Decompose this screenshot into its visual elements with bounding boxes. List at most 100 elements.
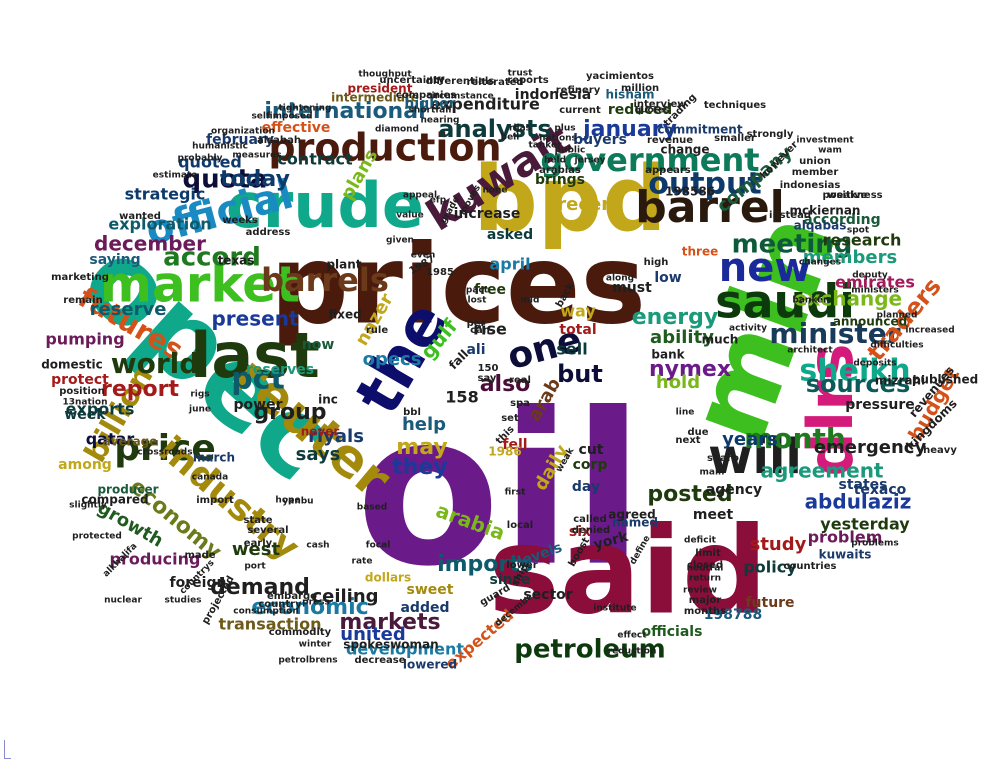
word-1986: 1986 <box>488 445 521 459</box>
word-commitment: commitment <box>657 123 742 137</box>
word-among: among <box>58 457 112 473</box>
word-report: report <box>101 377 179 402</box>
word-ministers: ministers <box>851 286 899 296</box>
word-low: low <box>654 270 681 286</box>
word-held: held <box>544 156 566 166</box>
word-port: port <box>244 562 266 572</box>
word-cash: cash <box>306 541 329 551</box>
word-reiterated: reiterated <box>466 77 523 88</box>
word-group: group <box>253 400 326 425</box>
word-deposits: deposits <box>853 359 896 369</box>
word-emirates: emirates <box>835 273 915 292</box>
word-pact: pact <box>466 286 489 296</box>
word-but: but <box>557 360 603 388</box>
word-last: last <box>190 319 320 392</box>
word-companies: companies <box>396 90 456 101</box>
word-published: published <box>912 373 978 387</box>
word-nuclear: nuclear <box>104 596 142 606</box>
word-country: country <box>258 599 302 610</box>
word-rigs: rigs <box>190 390 209 400</box>
word-major: major <box>689 595 721 606</box>
word-week: week <box>64 407 106 423</box>
word-198586: 198586 <box>665 185 715 199</box>
word-kuwaits: kuwaits <box>819 548 872 562</box>
word-weeks: weeks <box>222 215 257 226</box>
word-bell: bell <box>501 133 520 143</box>
word-higher: higher <box>404 96 455 112</box>
word-current: current <box>559 105 601 116</box>
word-problems: problems <box>851 539 898 549</box>
word-march: march <box>193 451 235 465</box>
word-remain: remain <box>63 295 102 306</box>
word-tightening: tightening <box>279 104 332 114</box>
word-denied: denied <box>572 525 610 536</box>
word-13nation: 13nation <box>63 398 108 408</box>
word-weakness: weakness <box>827 190 882 201</box>
word-reduced: reduced <box>608 102 672 118</box>
word-line: line <box>676 408 695 418</box>
word-corp: corp <box>573 457 608 473</box>
word-plant: plant <box>326 258 361 272</box>
word-bpd: bpd <box>473 147 666 252</box>
word-rise: rise <box>473 320 507 339</box>
word-demand: demand <box>210 575 310 600</box>
word-spa: spa <box>510 398 530 409</box>
word-158: 158 <box>445 388 478 407</box>
word-early: early <box>244 538 273 549</box>
word-plus: plus <box>554 124 575 134</box>
word-several: several <box>247 525 288 536</box>
word-fixed: fixed <box>328 308 361 322</box>
word-mid: mid <box>521 296 540 306</box>
word-february: february <box>206 132 274 148</box>
word-wanted: wanted <box>119 211 161 222</box>
word-jersey: jersey <box>574 156 606 166</box>
word-increase: increase <box>454 206 521 222</box>
word-probably: probably <box>178 154 223 164</box>
word-since: since <box>490 572 531 588</box>
word-way: way <box>560 302 596 321</box>
word-countries: countries <box>784 561 837 572</box>
word-lowered: lowered <box>403 658 457 672</box>
word-west: west <box>232 539 281 560</box>
word-indonesia: indonesia <box>515 87 591 103</box>
word-1985: 1985 <box>426 267 454 278</box>
word-effect: effect <box>617 631 647 641</box>
word-diamond: diamond <box>375 125 419 135</box>
word-pressure: pressure <box>845 397 914 413</box>
word-198788: 198788 <box>704 607 762 623</box>
word-slightly: slightly <box>69 501 107 511</box>
word-humanistic: humanistic <box>192 142 248 152</box>
word-today: today <box>220 167 290 192</box>
word-architect: architect <box>787 346 833 356</box>
word-smaller: smaller <box>714 133 756 144</box>
word-price: price <box>114 428 216 469</box>
word-wam: wam <box>818 146 842 156</box>
word-first: first <box>505 488 526 498</box>
word-difficulties: difficulties <box>870 341 923 351</box>
word-bank: bank <box>651 348 685 362</box>
word-change: change <box>660 143 709 157</box>
word-next: next <box>675 435 700 446</box>
word-qatar: qatar <box>86 430 135 449</box>
word-intermediate: intermediate <box>331 91 419 105</box>
word-review: review <box>683 586 717 596</box>
word-main: main <box>700 468 725 478</box>
word-power: power <box>234 397 283 413</box>
word-petroleum: petroleum <box>514 635 666 665</box>
word-never: never <box>301 425 340 439</box>
word-decrease: decrease <box>354 655 405 666</box>
word-texaco: texaco <box>854 482 907 498</box>
word-says: says <box>296 444 341 465</box>
word-positive: positive <box>823 190 868 201</box>
word-increased: increased <box>905 326 954 336</box>
word-yanbu: yanbu <box>282 497 313 507</box>
word-due: due <box>687 427 708 438</box>
word-lower: lower <box>506 560 537 571</box>
word-they: they <box>392 455 447 480</box>
word-foreign: foreign <box>170 575 227 591</box>
word-trust: trust <box>508 69 534 79</box>
word-minister: minister <box>769 317 900 350</box>
word-united: united <box>340 624 406 645</box>
word-contract: contract <box>277 150 353 169</box>
word-january: january <box>582 117 677 142</box>
